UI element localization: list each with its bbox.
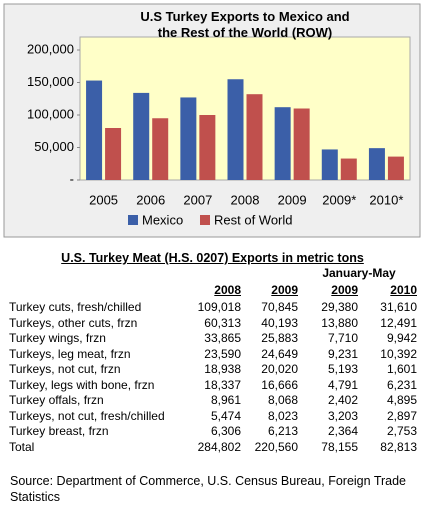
column-header: 2010 — [390, 283, 417, 297]
legend-swatch — [128, 215, 138, 225]
table-cell: 9,231 — [327, 346, 358, 361]
x-tick-label: 2007 — [183, 192, 212, 207]
table-cell: 33,865 — [204, 331, 241, 345]
bar — [321, 149, 338, 180]
bar — [340, 158, 357, 180]
table-cell: 1,601 — [386, 362, 417, 376]
table-cell: 18,337 — [204, 377, 241, 392]
table-cell: 20,020 — [261, 362, 298, 376]
x-tick-label: 2006 — [136, 192, 165, 207]
column-header: 2008 — [214, 283, 241, 297]
table-cell: 9,942 — [386, 331, 417, 345]
table-cell: 78,155 — [321, 439, 358, 454]
row-label: Turkeys, leg meat, frzn — [9, 346, 131, 361]
legend-label: Rest of World — [214, 212, 293, 227]
table-cell: 2,402 — [327, 393, 358, 407]
table-cell: 4,895 — [386, 393, 417, 407]
table-cell: 3,203 — [327, 408, 358, 423]
bar — [152, 118, 169, 180]
x-tick-label: 2009* — [322, 192, 356, 207]
y-tick-label: 100,000 — [27, 106, 74, 121]
table-cell: 10,392 — [380, 346, 417, 361]
table-cell: 2,364 — [327, 424, 358, 438]
row-label: Turkeys, not cut, frzn — [9, 362, 121, 376]
bar — [368, 148, 385, 180]
row-label: Turkey, legs with bone, frzn — [9, 377, 155, 392]
table-cell: 284,802 — [197, 439, 241, 454]
bar — [180, 97, 197, 180]
table-cell: 16,666 — [261, 377, 298, 392]
table-cell: 25,883 — [261, 331, 298, 345]
table-cell: 13,880 — [321, 315, 358, 330]
bar — [293, 108, 310, 180]
bar — [86, 80, 103, 180]
bar — [274, 107, 291, 180]
bar — [133, 92, 150, 180]
table-cell: 40,193 — [261, 315, 298, 330]
y-tick-label: 200,000 — [27, 41, 74, 56]
bar — [227, 79, 244, 180]
column-header: 2009 — [331, 283, 358, 297]
x-tick-label: 2008 — [231, 192, 260, 207]
bar — [246, 94, 263, 180]
period-header: January-May — [322, 266, 396, 280]
chart: - 50,000 100,000 150,000 200,000 2005 2006 2007… — [3, 3, 421, 238]
table-cell: 8,068 — [267, 393, 298, 407]
table-cell: 109,018 — [197, 300, 241, 314]
y-tick-label: 150,000 — [27, 74, 74, 89]
table-cell: 2,753 — [386, 424, 417, 438]
chart-title: U.S Turkey Exports to Mexico and the Res… — [140, 9, 350, 40]
table-cell: 4,791 — [327, 377, 358, 392]
row-label: Turkeys, other cuts, frzn — [9, 315, 138, 330]
y-tick-label: - — [70, 171, 74, 186]
table-cell: 18,938 — [204, 362, 241, 376]
plot-area — [79, 36, 411, 181]
table-cell: 70,845 — [261, 300, 298, 314]
table-cell: 8,961 — [210, 393, 241, 407]
legend-label: Mexico — [142, 212, 183, 227]
row-label: Total — [9, 439, 35, 454]
table-cell: 5,193 — [327, 362, 358, 376]
table-cell: 23,590 — [204, 346, 241, 361]
bar — [387, 156, 404, 180]
table-cell: 29,380 — [321, 300, 358, 314]
table-cell: 8,023 — [267, 408, 298, 423]
table-cell: 12,491 — [380, 315, 417, 330]
table-cell: 6,306 — [210, 424, 241, 438]
legend-swatch — [200, 215, 210, 225]
row-label: Turkey breast, frzn — [9, 424, 109, 438]
table-cell: 6,213 — [267, 424, 298, 438]
table-cell: 2,897 — [386, 408, 417, 423]
row-label: Turkey wings, frzn — [9, 331, 106, 345]
y-tick-label: 50,000 — [34, 139, 74, 154]
row-label: Turkeys, not cut, fresh/chilled — [9, 408, 165, 423]
source-note: Source: Department of Commerce, U.S. Cen… — [10, 474, 407, 504]
table-cell: 82,813 — [380, 439, 417, 454]
table-cell: 7,710 — [327, 331, 358, 345]
x-tick-label: 2005 — [89, 192, 118, 207]
x-tick-label: 2010* — [369, 192, 403, 207]
row-label: Turkey offals, frzn — [9, 393, 104, 407]
bar — [199, 115, 216, 180]
table-cell: 220,560 — [254, 439, 298, 454]
row-label: Turkey cuts, fresh/chilled — [9, 300, 142, 314]
column-header: 2009 — [271, 283, 298, 297]
table-cell: 60,313 — [204, 315, 241, 330]
bar — [105, 128, 122, 180]
table-cell: 5,474 — [210, 408, 241, 423]
table-title: U.S. Turkey Meat (H.S. 0207) Exports in … — [61, 251, 364, 265]
table-cell: 24,649 — [261, 346, 298, 361]
table-cell: 31,610 — [380, 300, 417, 314]
table-cell: 6,231 — [386, 377, 417, 392]
x-tick-label: 2009 — [278, 192, 307, 207]
